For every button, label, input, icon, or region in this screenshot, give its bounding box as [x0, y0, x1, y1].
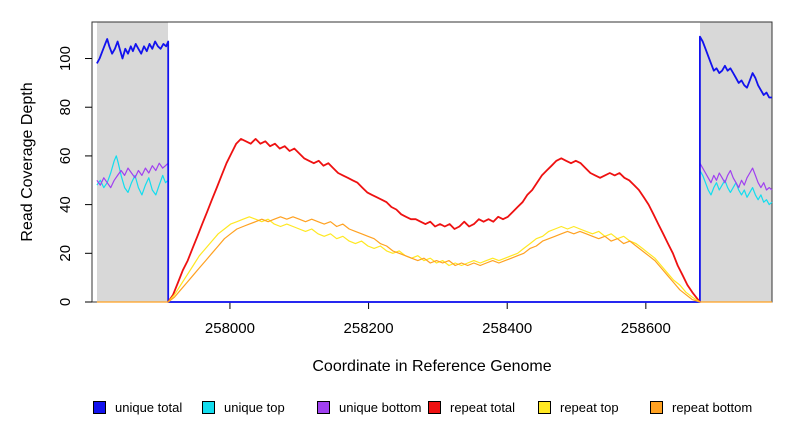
legend-item-repeat-top: repeat top [538, 399, 619, 415]
legend-item-repeat-total: repeat total [428, 399, 516, 415]
y-tick-label: 80 [57, 99, 74, 116]
series-line-repeat-top [167, 216, 701, 303]
legend-swatch-unique-bottom [317, 400, 330, 414]
y-tick-label: 60 [57, 148, 74, 165]
legend-item-unique-bottom: unique bottom [317, 399, 422, 415]
series-line-unique-bottom [96, 162, 773, 303]
legend-label: repeat bottom [672, 399, 753, 415]
series-line-repeat-bottom [96, 216, 772, 303]
legend-swatch-repeat-top [538, 400, 551, 414]
legend-swatch-unique-top [202, 400, 215, 414]
unique-region-right [699, 22, 772, 302]
y-tick-label: 20 [57, 245, 74, 262]
legend-item-unique-top: unique top [202, 399, 285, 415]
series-line-unique-top [96, 155, 773, 303]
legend-item-repeat-bottom: repeat bottom [650, 399, 753, 415]
series-line-repeat-total [167, 137, 701, 303]
x-tick-label: 258200 [344, 320, 394, 337]
x-tick-label: 258400 [482, 320, 532, 337]
legend-label: repeat top [560, 399, 619, 415]
legend-label: unique top [224, 399, 285, 415]
x-tick-label: 258600 [621, 320, 671, 337]
legend-label: repeat total [450, 399, 516, 415]
y-tick-label: 0 [57, 298, 74, 306]
x-axis-title: Coordinate in Reference Genome [312, 358, 552, 375]
x-tick-label: 258000 [205, 320, 255, 337]
series-line-unique-total [96, 35, 772, 303]
legend-item-unique-total: unique total [93, 399, 183, 415]
plot-canvas: 258000 258200 258400 258600 0 20 40 60 80 100 [57, 21, 773, 337]
y-tick-label: 40 [57, 196, 74, 213]
legend-label: unique total [115, 399, 183, 415]
unique-region-left [96, 22, 169, 302]
legend-swatch-repeat-total [428, 400, 441, 414]
legend-label: unique bottom [339, 399, 422, 415]
y-axis-title: Read Coverage Depth [19, 82, 36, 242]
legend-swatch-unique-total [93, 400, 106, 414]
legend-swatch-repeat-bottom [650, 400, 663, 414]
y-tick-label: 100 [57, 46, 74, 71]
